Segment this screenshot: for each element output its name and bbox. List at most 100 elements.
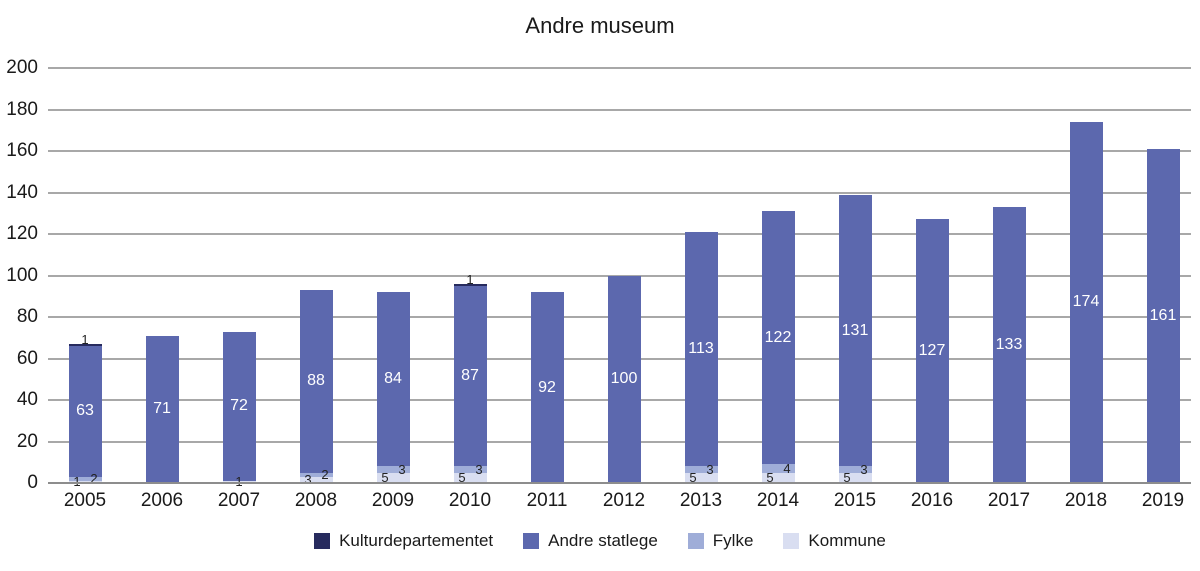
segment-andre-statlege bbox=[222, 331, 256, 481]
legend-label-kulturdepartementet: Kulturdepartementet bbox=[339, 531, 494, 550]
segment-andre-statlege bbox=[530, 292, 564, 483]
legend-item-kulturdepartementet: Kulturdepartementet bbox=[314, 531, 493, 551]
legend-label-andre-statlege: Andre statlege bbox=[548, 531, 658, 550]
x-tick-2012: 2012 bbox=[602, 490, 646, 511]
segment-fylke bbox=[376, 466, 410, 473]
segment-andre-statlege bbox=[838, 194, 872, 467]
segment-fylke bbox=[299, 472, 333, 477]
segment-andre-statlege bbox=[145, 335, 179, 483]
segment-kommune bbox=[68, 480, 102, 483]
segment-andre-statlege bbox=[684, 231, 718, 467]
segment-andre-statlege bbox=[915, 219, 949, 483]
value-label-kommune: 1 bbox=[223, 475, 256, 488]
segment-andre-statlege bbox=[376, 292, 410, 467]
value-label-andre-statlege: 127 bbox=[918, 342, 946, 360]
bar-2005: 12631 bbox=[68, 333, 102, 488]
value-label-andre-statlege: 133 bbox=[995, 336, 1023, 354]
value-label-andre-statlege: 84 bbox=[384, 370, 402, 388]
segment-andre-statlege bbox=[761, 211, 795, 465]
value-label-kommune: 3 bbox=[304, 472, 312, 488]
value-label-kulturdepartementet: 1 bbox=[81, 331, 89, 347]
segment-kommune bbox=[453, 472, 487, 483]
segment-andre-statlege bbox=[299, 290, 333, 473]
value-label-kulturdepartementet: 1 bbox=[466, 271, 474, 287]
x-tick-2007: 2007 bbox=[217, 490, 261, 511]
y-tick-180: 180 bbox=[6, 98, 38, 120]
y-tick-120: 120 bbox=[6, 223, 38, 244]
bar-2010: 5 3 87 1 bbox=[453, 273, 487, 484]
bar-2017: 133 bbox=[992, 207, 1026, 483]
y-tick-20: 20 bbox=[16, 430, 38, 452]
kommune-swatch-icon bbox=[783, 533, 800, 549]
x-tick-2008: 2008 bbox=[294, 490, 338, 511]
bar-2012: 100 bbox=[607, 275, 641, 483]
y-tick-60: 60 bbox=[16, 347, 38, 369]
fylke-swatch-icon bbox=[687, 533, 704, 549]
value-label-andre-statlege: 122 bbox=[764, 328, 792, 346]
kulturdepartementet-swatch-icon bbox=[314, 533, 331, 549]
segment-andre-statlege bbox=[1069, 121, 1103, 483]
x-tick-2009: 2009 bbox=[371, 490, 415, 511]
segment-kommune bbox=[684, 472, 718, 483]
bar-2011: 92 bbox=[530, 292, 564, 483]
legend-item-fylke: Fylke bbox=[687, 531, 753, 551]
segment-andre-statlege bbox=[68, 346, 102, 477]
segment-andre-statlege bbox=[607, 275, 641, 483]
segment-andre-statlege bbox=[1146, 148, 1180, 483]
y-tick-100: 100 bbox=[6, 264, 38, 286]
bar-2013: 5 3 113 bbox=[684, 231, 718, 484]
value-label-fylke: 3 bbox=[398, 462, 406, 478]
value-label-andre-statlege: 100 bbox=[610, 370, 638, 388]
x-tick-2011: 2011 bbox=[526, 490, 568, 511]
bar-2007: 1 72 bbox=[222, 331, 256, 488]
segment-kulturdepartementet bbox=[68, 344, 102, 347]
value-label-andre-statlege: 72 bbox=[230, 397, 248, 415]
gridline-140 bbox=[48, 191, 1191, 194]
value-label-andre-statlege: 131 bbox=[841, 321, 869, 339]
value-label-kommune: 5 bbox=[458, 470, 466, 486]
segment-fylke bbox=[68, 476, 102, 481]
y-tick-40: 40 bbox=[16, 389, 38, 410]
value-label-kommune: 1 bbox=[61, 475, 94, 488]
x-tick-2013: 2013 bbox=[679, 490, 723, 511]
gridline-180 bbox=[48, 108, 1191, 111]
chart-title: Andre museum bbox=[525, 13, 675, 38]
legend-label-kommune: Kommune bbox=[808, 531, 886, 550]
segment-kommune bbox=[376, 472, 410, 483]
segment-kommune bbox=[299, 476, 333, 483]
segment-kommune bbox=[761, 472, 795, 483]
value-label-andre-statlege: 88 bbox=[307, 372, 325, 390]
value-label-andre-statlege: 63 bbox=[76, 402, 94, 420]
value-label-andre-statlege: 71 bbox=[153, 400, 171, 418]
segment-kommune bbox=[222, 480, 256, 483]
y-tick-0: 0 bbox=[27, 472, 38, 493]
bar-2015: 5 3 131 bbox=[838, 194, 872, 484]
value-label-fylke: 3 bbox=[860, 462, 868, 478]
x-tick-2005: 2005 bbox=[63, 490, 107, 511]
legend: Kulturdepartementet Andre statlege Fylke Ko… bbox=[0, 531, 1200, 551]
y-tick-80: 80 bbox=[16, 306, 38, 327]
segment-fylke bbox=[838, 466, 872, 473]
bar-2014: 5 4 122 bbox=[761, 211, 795, 484]
legend-item-andre-statlege: Andre statlege bbox=[523, 531, 658, 551]
andre-statlege-swatch-icon bbox=[523, 533, 540, 549]
value-label-fylke: 3 bbox=[706, 462, 714, 478]
value-label-fylke: 2 bbox=[321, 467, 329, 483]
x-tick-2014: 2014 bbox=[756, 490, 800, 511]
bar-2019: 161 bbox=[1146, 148, 1180, 483]
x-tick-2017: 2017 bbox=[987, 490, 1031, 511]
x-tick-2015: 2015 bbox=[833, 490, 877, 511]
y-tick-200: 200 bbox=[6, 57, 38, 78]
segment-kommune bbox=[838, 472, 872, 483]
gridline-160 bbox=[48, 150, 1191, 152]
x-tick-2016: 2016 bbox=[910, 490, 954, 511]
x-tick-2010: 2010 bbox=[448, 490, 492, 511]
value-label-andre-statlege: 87 bbox=[461, 367, 479, 385]
value-label-fylke: 4 bbox=[783, 460, 791, 476]
bar-2009: 5 3 84 bbox=[376, 292, 410, 484]
value-label-andre-statlege: 113 bbox=[688, 340, 714, 358]
bar-2006: 71 bbox=[145, 335, 179, 483]
value-label-kommune: 5 bbox=[381, 470, 389, 486]
value-label-kommune: 5 bbox=[766, 470, 774, 486]
